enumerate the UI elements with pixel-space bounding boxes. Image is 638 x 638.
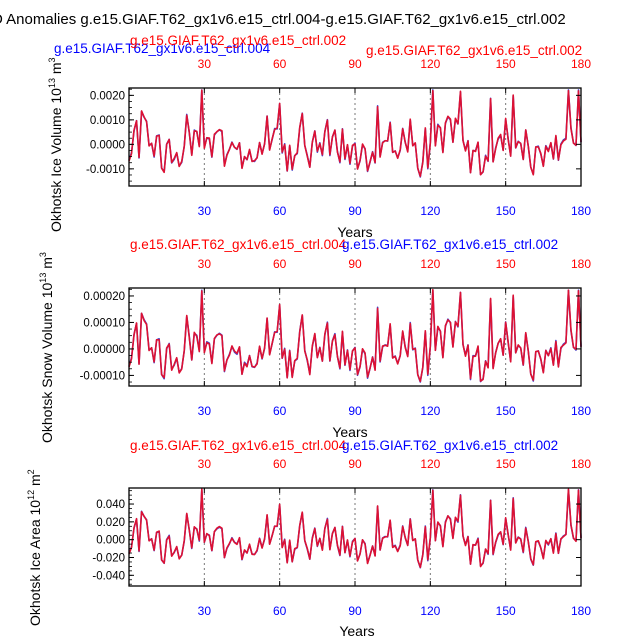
x-tick-label-top: 150: [496, 57, 516, 71]
y-tick-label: 0.00020: [83, 291, 125, 303]
x-tick-label-bottom: 120: [420, 404, 440, 418]
x-tick-label-top: 180: [571, 57, 591, 71]
panel-top-left-title: g.e15.GIAF.T62_gx1v6.e15_ctrl.004: [130, 237, 347, 252]
x-tick-label-top: 30: [198, 457, 212, 471]
y-axis-label-exp2: 3: [47, 57, 57, 62]
y-axis-label-exp: 13: [38, 273, 48, 283]
y-axis-label-exp2: 3: [38, 252, 48, 257]
x-axis-label: Years: [337, 224, 372, 240]
x-tick-label-top: 150: [496, 457, 516, 471]
x-tick-label-top: 60: [273, 457, 287, 471]
x-tick-label-top: 90: [348, 457, 362, 471]
y-axis-label-main: Okhotsk Snow Volume 10: [39, 282, 55, 443]
y-axis-label-unit: m: [27, 474, 43, 490]
x-tick-label-top: 60: [273, 257, 287, 271]
x-tick-label-bottom: 30: [198, 204, 212, 218]
y-axis-label-exp: 13: [47, 78, 57, 88]
x-tick-label-bottom: 180: [571, 204, 591, 218]
y-tick-label: 0.0020: [90, 90, 125, 102]
y-tick-label: 0.00000: [83, 344, 125, 356]
x-tick-label-bottom: 120: [420, 604, 440, 618]
x-tick-label-bottom: 90: [348, 404, 362, 418]
y-axis-label: Okhotsk Ice Volume 1013 m3: [47, 57, 64, 232]
x-tick-label-bottom: 30: [198, 604, 212, 618]
panel-top-left-title: g.e15.GIAF.T62_gx1v6.e15_ctrl.004: [130, 438, 347, 453]
panel-top-left-title: g.e15.GIAF.T62_gx1v6.e15_ctrl.004: [54, 41, 271, 56]
y-tick-label: 0.00010: [83, 317, 125, 329]
x-tick-label-bottom: 120: [420, 204, 440, 218]
y-tick-label: 0.000: [96, 535, 125, 547]
x-tick-label-top: 180: [571, 257, 591, 271]
x-tick-label-bottom: 60: [273, 204, 287, 218]
y-tick-label: 0.020: [96, 517, 125, 529]
y-axis-label: Okhotsk Snow Volume 1013 m3: [38, 252, 55, 443]
x-tick-label-top: 120: [420, 57, 440, 71]
x-tick-label-top: 120: [420, 257, 440, 271]
x-tick-label-top: 30: [198, 257, 212, 271]
x-tick-label-top: 90: [348, 57, 362, 71]
x-tick-label-bottom: 60: [273, 604, 287, 618]
y-tick-label: -0.0010: [86, 164, 125, 176]
y-axis-label-exp: 12: [26, 490, 36, 500]
x-tick-label-top: 60: [273, 57, 287, 71]
x-tick-label-top: 180: [571, 457, 591, 471]
x-tick-label-bottom: 90: [348, 204, 362, 218]
x-tick-label-bottom: 60: [273, 404, 287, 418]
panel-top-right-title: g.e15.GIAF.T62_gx1v6.e15_ctrl.002: [342, 237, 558, 252]
panel-ice-volume: g.e15.GIAF.T62_gx1v6.e15_ctrl.004 g.e15.…: [47, 33, 591, 240]
x-tick-label-bottom: 150: [496, 604, 516, 618]
y-axis-label-unit: m: [39, 257, 55, 273]
y-axis-label-main: Okhotsk Ice Area 10: [27, 500, 43, 626]
series-line: [128, 288, 582, 383]
y-tick-label: -0.040: [92, 570, 125, 582]
x-tick-label-bottom: 150: [496, 404, 516, 418]
x-tick-label-bottom: 90: [348, 604, 362, 618]
y-tick-label: 0.0010: [90, 115, 125, 127]
y-tick-label: 0.0000: [90, 139, 125, 151]
x-axis-label: Years: [332, 424, 367, 440]
figure-title: D Anomalies g.e15.GIAF.T62_gx1v6.e15_ctr…: [0, 11, 566, 28]
y-tick-label: -0.020: [92, 552, 125, 564]
x-tick-label-top: 120: [420, 457, 440, 471]
x-tick-label-top: 30: [198, 57, 212, 71]
panel-snow-volume: g.e15.GIAF.T62_gx1v6.e15_ctrl.004 g.e15.…: [38, 237, 591, 443]
series-line: [128, 488, 582, 569]
x-axis-label: Years: [339, 623, 374, 638]
y-axis-label-main: Okhotsk Ice Volume 10: [48, 88, 64, 232]
y-axis-label-unit: m: [48, 62, 64, 78]
y-tick-label: -0.00010: [80, 370, 125, 382]
panel-top-right-title: g.e15.GIAF.T62_gx1v6.e15_ctrl.002: [366, 43, 582, 58]
x-tick-label-top: 150: [496, 257, 516, 271]
y-axis-label: Okhotsk Ice Area 1012 m2: [26, 469, 43, 626]
x-tick-label-bottom: 30: [198, 404, 212, 418]
series-line: [128, 89, 582, 178]
x-tick-label-top: 90: [348, 257, 362, 271]
x-tick-label-bottom: 180: [571, 604, 591, 618]
y-tick-label: 0.040: [96, 499, 125, 511]
x-tick-label-bottom: 180: [571, 404, 591, 418]
x-tick-label-bottom: 150: [496, 204, 516, 218]
panel-top-right-title: g.e15.GIAF.T62_gx1v6.e15_ctrl.002: [342, 438, 558, 453]
y-axis-label-exp2: 2: [26, 469, 36, 474]
panel-top-right-title-overlap: g.e15.GIAF.T62_gx1v6.e15_ctrl.002: [130, 33, 346, 48]
panel-ice-area: g.e15.GIAF.T62_gx1v6.e15_ctrl.004 g.e15.…: [26, 438, 591, 638]
